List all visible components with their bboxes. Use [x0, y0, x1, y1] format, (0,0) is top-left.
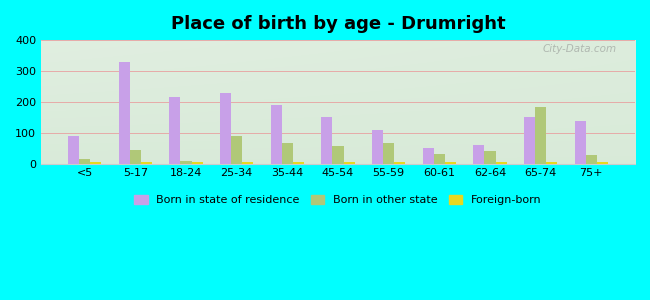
Bar — [141, 162, 152, 164]
Bar — [524, 117, 535, 164]
Bar — [332, 146, 344, 164]
Bar — [422, 148, 434, 164]
Bar — [383, 142, 394, 164]
Bar — [597, 162, 608, 164]
Legend: Born in state of residence, Born in other state, Foreign-born: Born in state of residence, Born in othe… — [130, 190, 546, 210]
Bar — [321, 117, 332, 164]
Bar — [79, 159, 90, 164]
Bar — [270, 105, 281, 164]
Title: Place of birth by age - Drumright: Place of birth by age - Drumright — [171, 15, 505, 33]
Bar — [130, 150, 141, 164]
Bar — [281, 143, 293, 164]
Bar — [68, 136, 79, 164]
Bar — [394, 162, 406, 164]
Bar — [192, 162, 203, 164]
Bar — [445, 162, 456, 164]
Bar — [535, 107, 546, 164]
Bar — [495, 162, 507, 164]
Bar — [293, 162, 304, 164]
Bar — [372, 130, 383, 164]
Bar — [181, 161, 192, 164]
Bar — [586, 155, 597, 164]
Bar — [434, 154, 445, 164]
Bar — [575, 121, 586, 164]
Bar — [90, 162, 101, 164]
Bar — [231, 136, 242, 164]
Bar — [220, 93, 231, 164]
Bar — [119, 62, 130, 164]
Text: City-Data.com: City-Data.com — [543, 44, 618, 54]
Bar — [169, 97, 181, 164]
Bar — [242, 162, 254, 164]
Bar — [484, 151, 495, 164]
Bar — [473, 145, 484, 164]
Bar — [546, 162, 557, 164]
Bar — [344, 162, 355, 164]
